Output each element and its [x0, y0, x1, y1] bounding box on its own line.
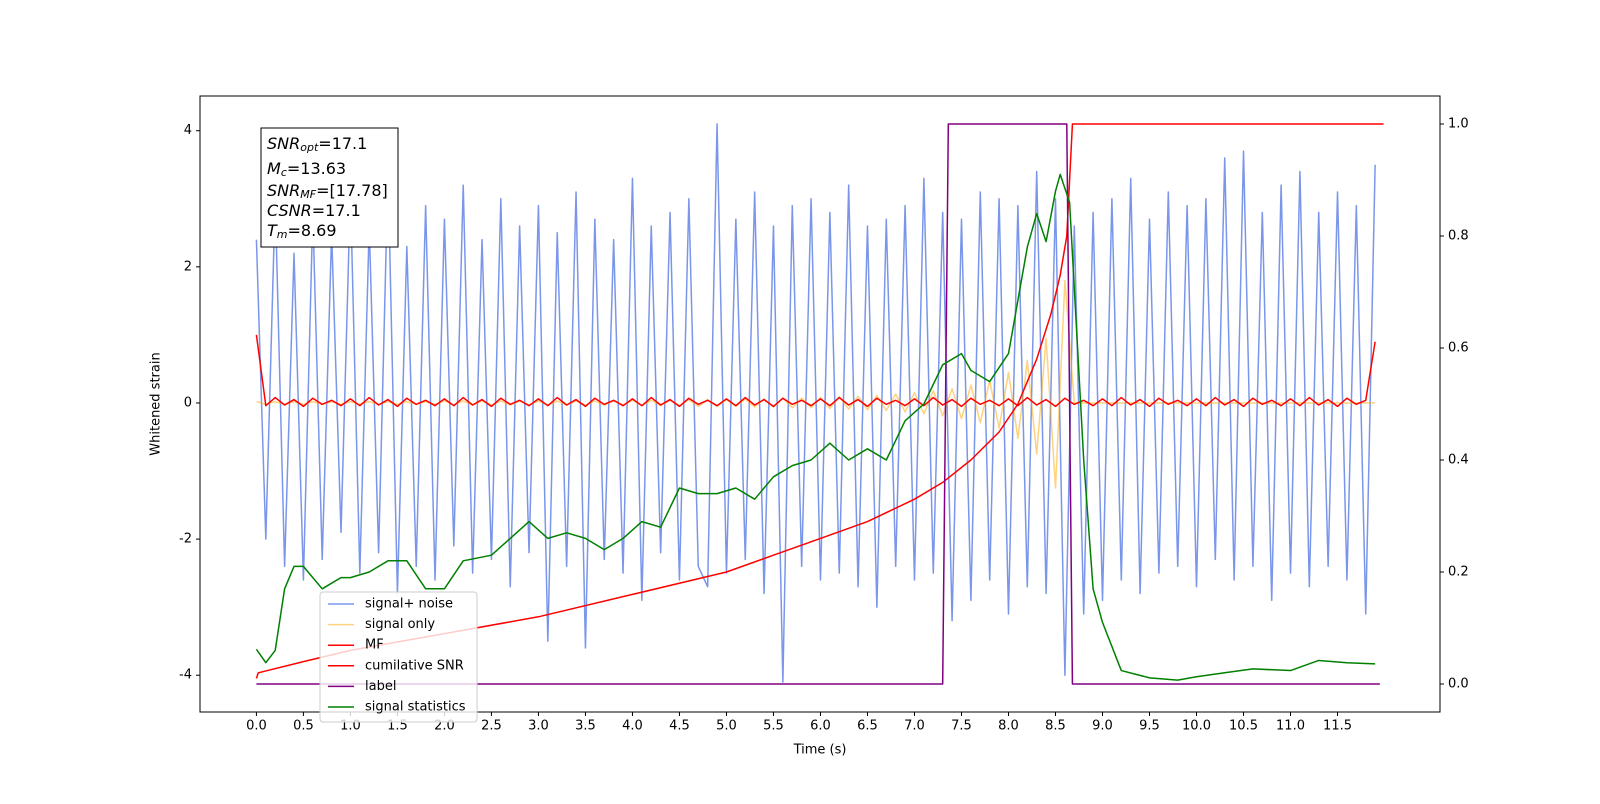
annotation-symbol: M [267, 159, 281, 178]
annotation-subscript: m [277, 228, 288, 241]
annotation-box [260, 127, 399, 248]
annotation-text: Mc=13.63 [267, 159, 346, 180]
legend-label: cumilative SNR [365, 658, 464, 673]
legend: signal+ noise signal only MF cumilative SNR… [319, 591, 478, 723]
x-tick-label: 6.0 [810, 719, 831, 734]
y-axis-label: Whitened strain [149, 352, 164, 455]
annotation-subscript: MF [300, 188, 316, 201]
annotation-symbol: SNR [267, 181, 300, 200]
x-tick-label: 5.0 [716, 719, 737, 734]
x-tick-label: 8.5 [1045, 719, 1066, 734]
annotation-symbol: T [267, 221, 278, 240]
y2-tick-label: 0.6 [1448, 341, 1469, 356]
annotation-symbol: SNR [267, 134, 300, 153]
x-tick-label: 7.0 [904, 719, 925, 734]
annotation-value: =8.69 [288, 221, 337, 240]
series-line [255, 334, 1376, 408]
annotation-text: Tm=8.69 [267, 221, 337, 242]
annotation-text: CSNR=17.1 [267, 201, 361, 220]
y-tick-label: 0 [184, 395, 192, 410]
annotation-value: =[17.78] [316, 181, 388, 200]
y-tick-label: 2 [184, 259, 192, 274]
x-tick-label: 10.0 [1182, 719, 1211, 734]
annotation-value: =13.63 [287, 159, 346, 178]
x-tick-label: 3.5 [575, 719, 596, 734]
legend-label: MF [365, 638, 384, 653]
annotation-text: SNRopt=17.1 [267, 134, 367, 155]
legend-box [319, 591, 478, 723]
y2-tick-label: 0.0 [1448, 677, 1469, 692]
y2-tick-label: 0.8 [1448, 229, 1469, 244]
legend-label: signal only [365, 617, 435, 632]
y2-tick-label: 0.2 [1448, 565, 1469, 580]
x-tick-label: 7.5 [951, 719, 972, 734]
x-axis-label: Time (s) [793, 743, 847, 758]
x-tick-label: 11.0 [1276, 719, 1305, 734]
legend-label: signal statistics [365, 700, 466, 715]
y2-tick-label: 1.0 [1448, 117, 1469, 132]
series-line [255, 123, 1376, 683]
x-tick-label: 3.0 [528, 719, 549, 734]
x-tick-label: 4.0 [622, 719, 643, 734]
x-tick-label: 5.5 [763, 719, 784, 734]
annotation-value: =17.1 [312, 201, 361, 220]
series-line [256, 123, 1380, 685]
y-tick-label: -2 [179, 532, 192, 547]
x-tick-label: 0.5 [293, 719, 314, 734]
x-tick-label: 9.0 [1092, 719, 1113, 734]
y-tick-label: -4 [179, 668, 192, 683]
x-tick-label: 0.0 [246, 719, 267, 734]
annotation-text: SNRMF=[17.78] [267, 181, 388, 202]
legend-label: label [365, 679, 396, 694]
annotation-subscript: c [281, 166, 287, 179]
series-line [255, 173, 1376, 681]
x-tick-label: 11.5 [1323, 719, 1352, 734]
annotation-subscript: opt [300, 141, 319, 154]
x-tick-label: 6.5 [857, 719, 878, 734]
y2-tick-label: 0.4 [1448, 453, 1469, 468]
legend-label: signal+ noise [365, 597, 453, 612]
x-tick-label: 4.5 [669, 719, 690, 734]
annotation-symbol: CSNR [267, 201, 312, 220]
x-tick-label: 9.5 [1139, 719, 1160, 734]
annotation-value: =17.1 [318, 134, 367, 153]
x-tick-label: 8.0 [998, 719, 1019, 734]
x-tick-label: 10.5 [1229, 719, 1258, 734]
y-tick-label: 4 [184, 123, 192, 138]
x-tick-label: 2.5 [481, 719, 502, 734]
